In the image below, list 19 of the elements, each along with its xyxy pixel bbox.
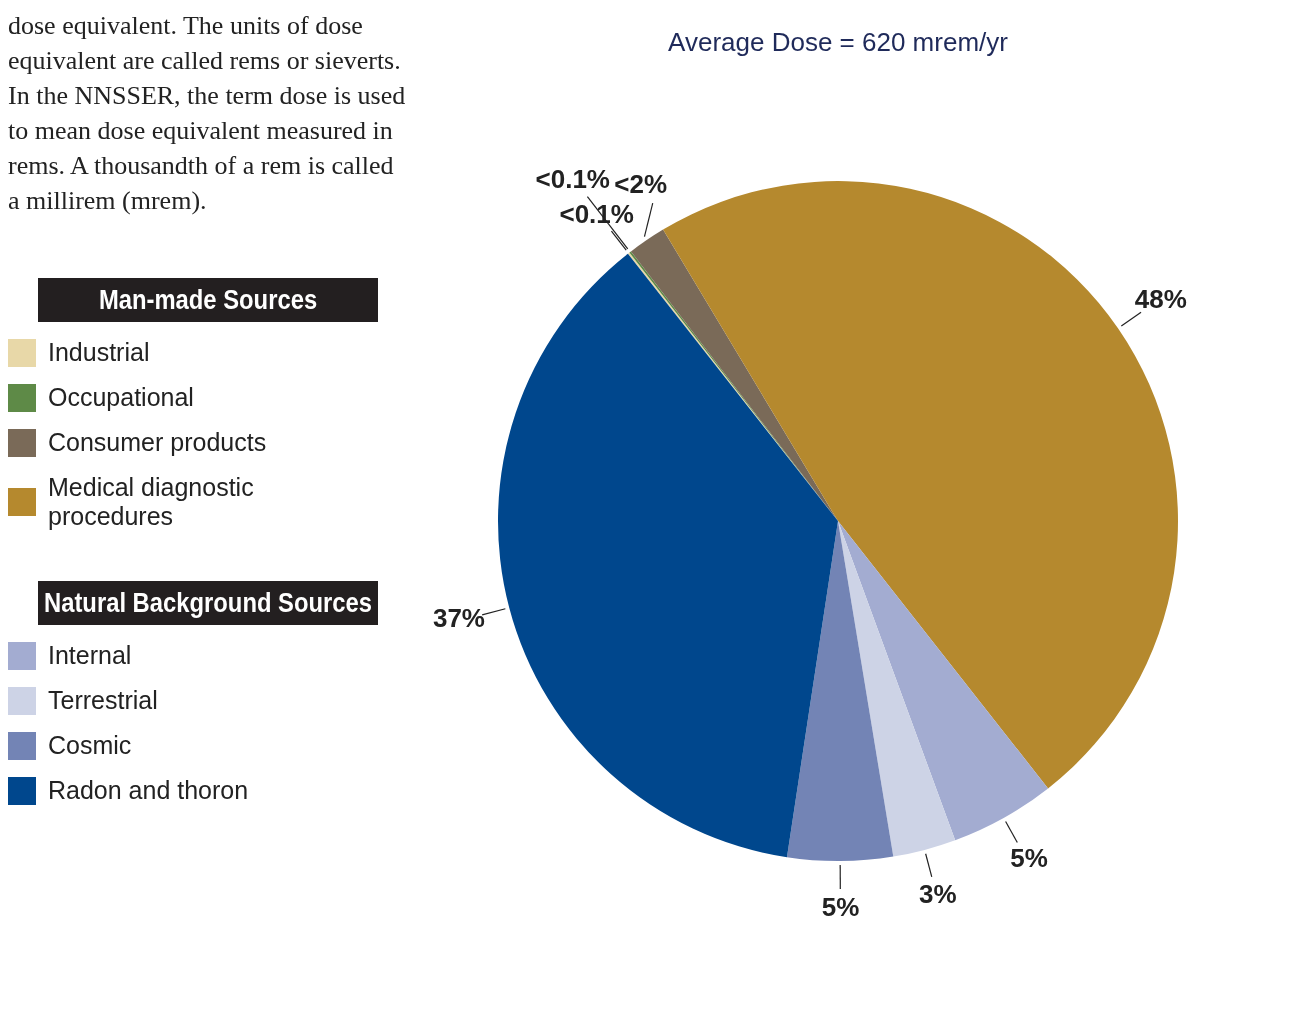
chart-title: Average Dose = 620 mrem/yr <box>668 26 1009 57</box>
data-label: 3% <box>919 879 957 910</box>
legend-label: Cosmic <box>48 731 133 760</box>
data-label: <2% <box>614 169 668 200</box>
data-label: 5% <box>821 892 860 923</box>
legend-label: Internal <box>48 641 133 670</box>
text: dose equivalent. The units of dose equivalent are called rems or sieverts. In the NNSSER, the term dose is used to mean dose equivalent measured in rems. A thousandth of a rem is called a millirem (mrem). <box>8 10 407 217</box>
legend-label: Consumer products <box>48 428 268 457</box>
legend-label: Radon and thoron <box>48 776 250 805</box>
data-label: 48% <box>1134 284 1187 315</box>
data-label: <0.1% <box>535 163 610 194</box>
data-label: 37% <box>432 603 485 634</box>
legend-label: Occupational <box>48 383 195 412</box>
legend-label: Medical diagnostic procedures <box>48 473 255 531</box>
legend-label: Industrial <box>48 338 151 367</box>
data-label: 5% <box>1010 843 1048 874</box>
legend-label: Terrestrial <box>48 686 159 715</box>
text: Man-made Sources <box>38 278 378 322</box>
text: Natural Background Sources <box>38 581 378 625</box>
